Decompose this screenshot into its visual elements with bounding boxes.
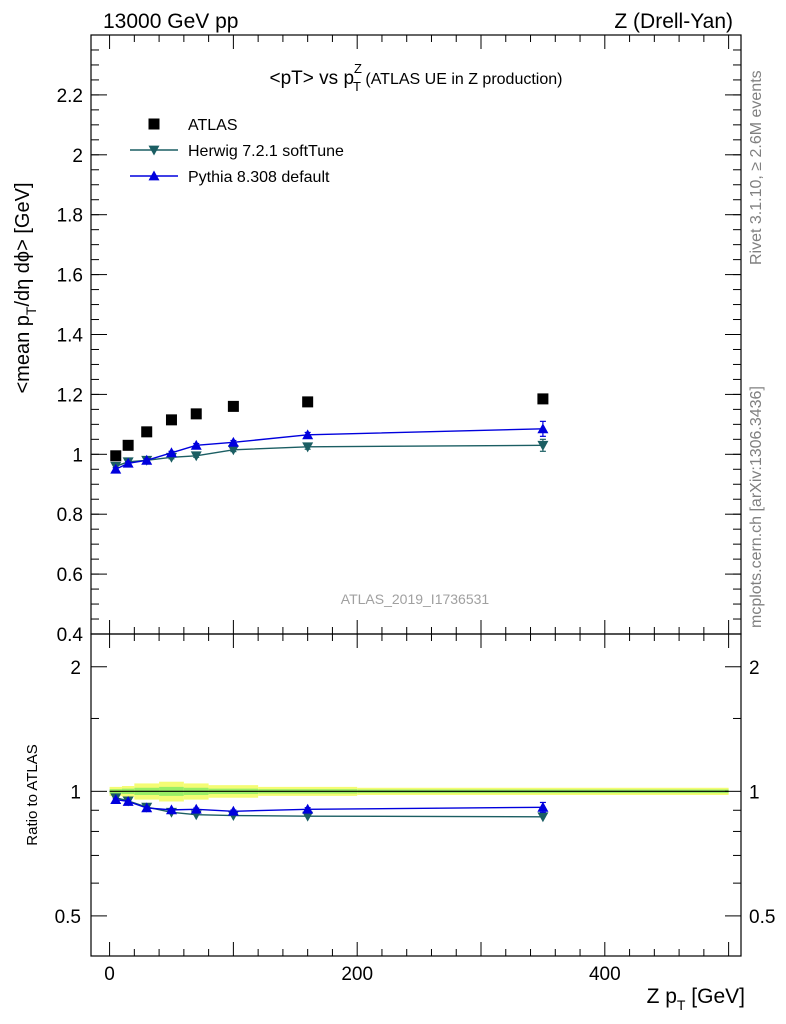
main-y-tick-label: 2.2	[57, 86, 83, 107]
legend-marker	[148, 118, 160, 130]
ratio-data-point	[302, 811, 314, 822]
main-data-point	[165, 447, 177, 458]
legend-marker	[148, 145, 160, 156]
ratio-y-tick-label-right: 1	[749, 782, 760, 803]
ratio-x-axis-label: Z pT [GeV]	[647, 985, 745, 1013]
main-data-point	[110, 450, 122, 462]
ratio-data-point	[165, 804, 177, 815]
x-tick-label: 200	[341, 964, 373, 985]
main-y-tick-label: 1.2	[57, 385, 83, 406]
main-title-suffix: (ATLAS UE in Z production)	[361, 71, 563, 88]
main-series-line-1	[115, 444, 543, 467]
ratio-data-point	[227, 805, 239, 816]
main-data-point	[165, 414, 177, 426]
analysis-watermark: ATLAS_2019_I1736531	[341, 591, 490, 607]
main-y-axis-label-part2: /dη dϕ> [GeV]	[12, 182, 34, 306]
legend-label: Herwig 7.2.1 softTune	[188, 143, 344, 160]
main-data-point	[190, 408, 202, 420]
ratio-data-point	[190, 803, 202, 814]
main-title-sup: Z	[354, 61, 362, 76]
legend: ATLAS Herwig 7.2.1 softTune Pythia 8.308 d…	[130, 117, 344, 186]
ratio-data-point	[537, 812, 549, 823]
ratio-data-point	[537, 801, 549, 812]
main-y-axis-label: <mean pT/dη dϕ> [GeV]	[12, 182, 39, 393]
main-data-point	[227, 445, 239, 456]
header-right-label: Z (Drell-Yan)	[614, 10, 733, 33]
main-y-tick-label: 0.6	[57, 565, 83, 586]
main-data-point	[190, 451, 202, 462]
ratio-data-point	[302, 803, 314, 814]
main-data-point	[302, 442, 314, 453]
rivet-info-label: Rivet 3.1.10, ≥ 2.6M events	[748, 70, 765, 265]
ratio-data-point	[122, 795, 134, 806]
main-data-point	[141, 426, 153, 438]
ratio-plot-frame	[90, 633, 742, 957]
main-data-point	[122, 457, 134, 468]
main-data-point	[227, 400, 239, 412]
legend-marker	[148, 170, 160, 181]
ratio-uncertainty-band	[109, 781, 729, 802]
main-y-tick-label: 2	[72, 146, 83, 167]
ratio-y-tick-label: 2	[70, 658, 81, 679]
ratio-panel: 0.5 0.5 1 1 2 2 0 200 400 Ratio to ATLAS Z pT [G…	[24, 633, 775, 1013]
main-data-point	[110, 463, 122, 474]
mcplots-info-label: mcplots.cern.ch [arXiv:1306.3436]	[748, 386, 765, 628]
main-data-point	[537, 393, 549, 405]
x-tick-label: 400	[589, 964, 621, 985]
main-data-point	[537, 423, 549, 434]
main-series-line-2	[115, 428, 543, 470]
main-series-layer	[110, 393, 549, 474]
legend-label: Pythia 8.308 default	[188, 169, 330, 186]
main-data-point	[122, 439, 134, 451]
main-data-point	[141, 454, 153, 465]
main-y-tick-label: 1	[72, 445, 83, 466]
x-axis-label-text: Z p	[647, 985, 677, 1008]
main-axis-ticks: 0.4 0.6 0.8 1 1.2 1.4 1.6 1.8 2 2.2	[57, 34, 741, 646]
main-data-point	[227, 436, 239, 447]
main-y-tick-label: 1.6	[57, 266, 83, 287]
ratio-y-tick-label-right: 2	[749, 658, 760, 679]
main-y-tick-label: 1.4	[57, 326, 84, 347]
ratio-data-point	[141, 802, 153, 813]
main-title: <pT> vs pZ T (ATLAS UE in Z production)	[270, 61, 563, 94]
ratio-y-axis-label: Ratio to ATLAS	[24, 744, 41, 845]
legend-label: ATLAS	[188, 117, 238, 134]
ratio-y-tick-label: 1	[70, 782, 81, 803]
main-y-tick-label: 0.8	[57, 505, 83, 526]
x-tick-label: 0	[104, 964, 115, 985]
x-axis-label-sub: T	[677, 997, 686, 1013]
main-panel: 0.40.60.811.21.41.61.822.2 <pT> vs pZ T (…	[12, 34, 742, 646]
main-y-axis-label-sub: T	[23, 306, 39, 315]
main-data-point	[302, 429, 314, 440]
main-data-point	[190, 439, 202, 450]
ratio-y-tick-label-right: 0.5	[749, 907, 775, 928]
ratio-series-layer	[110, 793, 549, 823]
x-axis-label-unit: [GeV]	[685, 985, 745, 1008]
main-title-prefix: <pT> vs p	[270, 68, 355, 89]
main-data-point	[537, 440, 549, 451]
ratio-y-tick-label: 0.5	[55, 907, 81, 928]
ratio-data-point	[110, 794, 122, 805]
main-y-tick-label: 0.4	[57, 625, 84, 646]
main-y-tick-label: 1.8	[57, 206, 83, 227]
header-left-label: 13000 GeV pp	[103, 10, 238, 33]
main-y-axis-label-part1: <mean p	[12, 315, 34, 393]
main-title-sub: T	[353, 79, 361, 94]
ratio-axis-ticks: 0.5 0.5 1 1 2 2 0 200 400	[55, 634, 775, 985]
main-data-point	[302, 396, 314, 408]
